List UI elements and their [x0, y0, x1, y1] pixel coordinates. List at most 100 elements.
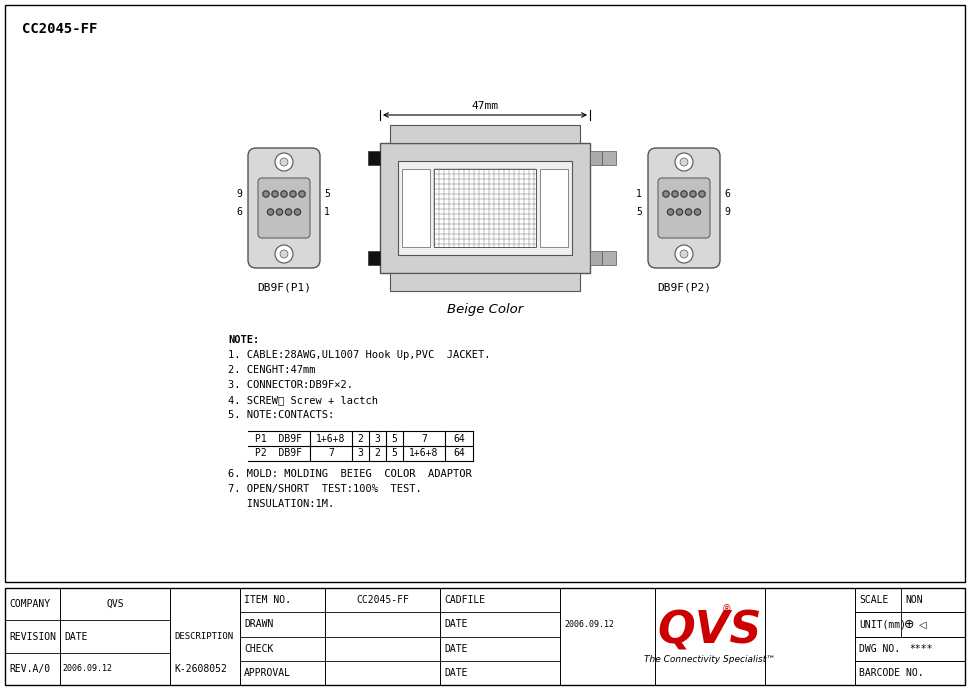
- Text: CC2045-FF: CC2045-FF: [356, 595, 409, 605]
- Text: DRAWN: DRAWN: [244, 620, 273, 629]
- Text: 2006.09.12: 2006.09.12: [62, 664, 111, 673]
- Circle shape: [679, 158, 687, 166]
- Text: 47mm: 47mm: [471, 101, 498, 111]
- Circle shape: [267, 209, 273, 215]
- Circle shape: [679, 250, 687, 258]
- Text: DB9F(P1): DB9F(P1): [257, 282, 311, 292]
- FancyBboxPatch shape: [248, 148, 320, 268]
- Text: 2006.09.12: 2006.09.12: [563, 620, 613, 629]
- Text: ®: ®: [721, 604, 731, 615]
- Text: QVS: QVS: [106, 599, 124, 609]
- Text: 1: 1: [636, 189, 641, 199]
- Text: 6. MOLD: MOLDING  BEIEG  COLOR  ADAPTOR: 6. MOLD: MOLDING BEIEG COLOR ADAPTOR: [228, 469, 471, 479]
- Bar: [397, 161, 572, 255]
- Text: QVS: QVS: [657, 610, 762, 653]
- Text: CHECK: CHECK: [244, 644, 273, 653]
- Circle shape: [276, 209, 282, 215]
- Circle shape: [298, 191, 305, 197]
- Text: 9: 9: [723, 207, 729, 217]
- Text: 1+6+8: 1+6+8: [316, 433, 345, 444]
- Circle shape: [263, 191, 269, 197]
- Circle shape: [290, 191, 296, 197]
- Text: BARCODE NO.: BARCODE NO.: [859, 668, 922, 678]
- Bar: [367, 151, 380, 165]
- Text: 5: 5: [636, 207, 641, 217]
- Text: 9: 9: [235, 189, 241, 199]
- Text: The Connectivity Specialist™: The Connectivity Specialist™: [643, 655, 775, 664]
- Text: CC2045-FF: CC2045-FF: [22, 22, 97, 36]
- Circle shape: [698, 191, 704, 197]
- Text: DATE: DATE: [444, 620, 467, 629]
- Circle shape: [694, 209, 700, 215]
- Text: 5. NOTE:CONTACTS:: 5. NOTE:CONTACTS:: [228, 410, 334, 420]
- Text: 64: 64: [453, 433, 464, 444]
- Circle shape: [280, 250, 288, 258]
- Text: DESCRIPTION: DESCRIPTION: [173, 632, 233, 641]
- Text: REVISION: REVISION: [9, 631, 56, 642]
- Text: ****: ****: [908, 644, 931, 653]
- Circle shape: [672, 191, 677, 197]
- Text: REV.A/0: REV.A/0: [9, 664, 50, 674]
- Text: 4. SCREW： Screw + lactch: 4. SCREW： Screw + lactch: [228, 395, 378, 405]
- Text: P1  DB9F: P1 DB9F: [255, 433, 302, 444]
- Text: 2: 2: [358, 433, 363, 444]
- Text: 5: 5: [324, 189, 329, 199]
- Text: 6: 6: [723, 189, 729, 199]
- Text: 5: 5: [391, 433, 397, 444]
- Bar: [602, 151, 615, 165]
- Text: SCALE: SCALE: [859, 595, 888, 605]
- Bar: [5, 5, 964, 582]
- Text: P2  DB9F: P2 DB9F: [255, 448, 302, 458]
- Text: DATE: DATE: [444, 644, 467, 653]
- Text: UNIT(mm): UNIT(mm): [859, 620, 905, 629]
- Text: 5: 5: [391, 448, 397, 458]
- Text: 7. OPEN/SHORT  TEST:100%  TEST.: 7. OPEN/SHORT TEST:100% TEST.: [228, 484, 422, 494]
- Text: 7: 7: [328, 448, 333, 458]
- Circle shape: [689, 191, 696, 197]
- Bar: [401, 169, 429, 247]
- Text: K-2608052: K-2608052: [173, 664, 227, 674]
- Circle shape: [667, 209, 673, 215]
- Text: 1+6+8: 1+6+8: [409, 448, 438, 458]
- Circle shape: [674, 153, 692, 171]
- Bar: [5, 588, 964, 685]
- Text: DATE: DATE: [444, 668, 467, 678]
- Bar: [540, 169, 568, 247]
- Text: 3: 3: [358, 448, 363, 458]
- Bar: [390, 125, 579, 143]
- Text: 64: 64: [453, 448, 464, 458]
- Text: 1. CABLE:28AWG,UL1007 Hook Up,PVC  JACKET.: 1. CABLE:28AWG,UL1007 Hook Up,PVC JACKET…: [228, 350, 490, 360]
- Circle shape: [294, 209, 300, 215]
- Circle shape: [680, 191, 686, 197]
- Circle shape: [275, 245, 293, 263]
- Text: 7: 7: [421, 433, 426, 444]
- Text: NON: NON: [904, 595, 922, 605]
- Text: 1: 1: [324, 207, 329, 217]
- Text: CADFILE: CADFILE: [444, 595, 484, 605]
- Text: APPROVAL: APPROVAL: [244, 668, 291, 678]
- Bar: [390, 273, 579, 291]
- Bar: [367, 251, 380, 265]
- Text: INSULATION:1M.: INSULATION:1M.: [228, 499, 334, 509]
- Text: Beige Color: Beige Color: [447, 303, 522, 316]
- Text: 2: 2: [374, 448, 380, 458]
- Bar: [380, 143, 589, 273]
- Bar: [433, 169, 536, 247]
- Bar: [589, 151, 602, 165]
- Text: 3. CONNECTOR:DB9F×2.: 3. CONNECTOR:DB9F×2.: [228, 380, 353, 390]
- Text: 3: 3: [374, 433, 380, 444]
- Circle shape: [285, 209, 292, 215]
- Text: 2. CENGHT:47mm: 2. CENGHT:47mm: [228, 365, 315, 375]
- Bar: [602, 251, 615, 265]
- Circle shape: [674, 245, 692, 263]
- Text: 6: 6: [235, 207, 241, 217]
- Text: DATE: DATE: [64, 631, 87, 642]
- Circle shape: [675, 209, 682, 215]
- Circle shape: [271, 191, 278, 197]
- Bar: [589, 251, 602, 265]
- Circle shape: [280, 158, 288, 166]
- Text: ⊕: ⊕: [903, 618, 914, 631]
- FancyBboxPatch shape: [647, 148, 719, 268]
- FancyBboxPatch shape: [657, 178, 709, 238]
- Circle shape: [684, 209, 691, 215]
